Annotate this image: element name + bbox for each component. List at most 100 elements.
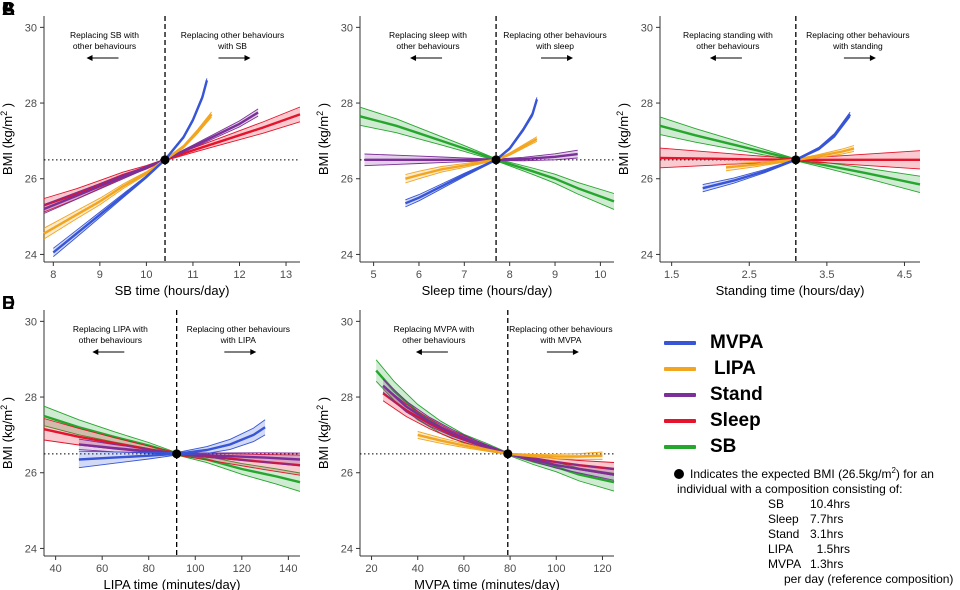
band-upper-lipa: [43, 111, 212, 229]
series-line-sb: [359, 115, 615, 203]
y-tick-label: 30: [341, 316, 353, 328]
composition-row: MVPA 1.3hrs: [768, 557, 958, 572]
band-sleep: [44, 418, 300, 476]
y-axis-title-end: ): [316, 103, 331, 111]
y-axis-title-sup: 2: [315, 405, 325, 410]
reference-point: [791, 155, 801, 165]
y-axis-title-text: BMI (kg/m: [316, 116, 331, 175]
y-tick-label: 26: [341, 468, 353, 480]
panel-D: D 24 26 28 30 40 60 80 100 120 140 LIPA time (minut…: [0, 293, 301, 590]
y-axis-title: BMI (kg/m2 ): [615, 103, 631, 175]
annotation-left: Replacing MVPA with: [394, 324, 475, 334]
y-tick-label: 24: [25, 543, 37, 555]
annotation-left: other behaviours: [402, 335, 465, 345]
series-line-sb: [659, 124, 921, 186]
composition-value: 1.5hrs: [810, 542, 851, 556]
series-line-lipa: [43, 113, 213, 235]
annotation-right: Replacing other behaviours: [187, 324, 290, 334]
annotation-left: Replacing sleep with: [389, 30, 467, 40]
annotation-right: Replacing other behaviours: [509, 324, 612, 334]
composition-value: 1.3hrs: [810, 557, 844, 571]
y-axis-title-text: BMI (kg/m: [0, 410, 15, 469]
x-tick-label: 10: [594, 269, 606, 281]
series-line-mvpa: [52, 79, 209, 254]
x-tick-label: 10: [140, 269, 152, 281]
band-upper-mvpa: [53, 78, 208, 249]
band-stand: [78, 439, 301, 466]
band-stand: [44, 108, 259, 214]
legend: MVPA LIPA Stand Sleep SB: [664, 330, 954, 460]
x-tick-label: 5: [371, 269, 377, 281]
left-arrowhead-icon: [709, 55, 716, 61]
x-tick-label: 12: [233, 269, 245, 281]
x-tick-label: 80: [504, 563, 516, 575]
panel-label: B: [2, 0, 15, 19]
annotation-left: Replacing standing with: [683, 30, 773, 40]
y-axis-title: BMI (kg/m2 ): [315, 397, 331, 469]
right-arrowhead-icon: [250, 349, 257, 355]
y-tick-label: 24: [641, 249, 653, 261]
band-sleep: [383, 385, 614, 476]
y-tick-label: 26: [641, 174, 653, 186]
panel-label: D: [2, 293, 15, 313]
composition-value: 10.4hrs: [810, 497, 851, 511]
legend-item: MVPA: [664, 330, 954, 356]
right-arrowhead-icon: [567, 55, 574, 61]
y-axis-title: BMI (kg/m2 ): [315, 103, 331, 175]
x-tick-label: 8: [507, 269, 513, 281]
x-tick-label: 9: [97, 269, 103, 281]
x-axis-title: LIPA time (minutes/day): [103, 577, 240, 590]
composition-behaviour: LIPA: [768, 542, 794, 556]
y-axis-title-sup: 2: [615, 111, 625, 116]
y-tick-label: 24: [341, 543, 353, 555]
annotation-left: other behaviours: [79, 335, 142, 345]
x-tick-label: 2.5: [742, 269, 757, 281]
y-axis-title-end: ): [0, 103, 15, 111]
left-arrowhead-icon: [92, 349, 99, 355]
annotation-right: with sleep: [535, 41, 574, 51]
y-axis-title-sup: 2: [0, 405, 9, 410]
left-arrowhead-icon: [86, 55, 93, 61]
band-lower-mvpa: [78, 434, 266, 469]
composition-value: 3.1hrs: [810, 527, 844, 541]
legend-swatch: [664, 341, 696, 345]
y-axis-title-sup: 2: [0, 111, 9, 116]
band-upper-lipa: [405, 136, 538, 175]
reference-point: [503, 449, 513, 459]
composition-behaviour: MVPA: [768, 557, 802, 571]
x-axis-title: SB time (hours/day): [115, 283, 230, 298]
y-axis-title-text: BMI (kg/m: [316, 410, 331, 469]
right-arrowhead-icon: [244, 55, 251, 61]
annotation-right: Replacing other behaviours: [503, 30, 606, 40]
annotation-right: Replacing other behaviours: [181, 30, 284, 40]
composition-list: SB 10.4hrs Sleep 7.7hrs Stand 3.1hrs LIPA 1.5h…: [768, 497, 958, 572]
x-tick-label: 80: [143, 563, 155, 575]
legend-label: SB: [710, 436, 737, 457]
reference-dot-icon: [674, 469, 684, 479]
x-tick-label: 40: [412, 563, 424, 575]
legend-swatch: [664, 445, 696, 449]
legend-label: MVPA: [710, 332, 764, 353]
panel-A: A 24 26 28 30 8 9 10 11 12 13 SB time (hours/day) BM…: [0, 0, 301, 298]
series-line-lipa: [725, 147, 855, 169]
legend-label: Stand: [710, 384, 763, 405]
band-upper-stand: [382, 378, 615, 470]
y-tick-label: 26: [25, 174, 37, 186]
legend-swatch: [664, 419, 696, 423]
series-line-mvpa: [702, 113, 852, 190]
y-tick-label: 28: [25, 392, 37, 404]
y-tick-label: 24: [341, 249, 353, 261]
composition-row: SB 10.4hrs: [768, 497, 958, 512]
band-sleep: [44, 107, 300, 212]
series-line-stand: [43, 111, 259, 211]
y-axis-title-end: ): [616, 103, 631, 111]
annotation-left: other behaviours: [396, 41, 459, 51]
band-lower-lipa: [405, 140, 538, 184]
band-sb: [660, 116, 920, 193]
composition-behaviour: SB: [768, 497, 785, 511]
x-tick-label: 20: [365, 563, 377, 575]
band-upper-sb: [359, 106, 615, 194]
annotation-left: Replacing LIPA with: [73, 324, 148, 334]
y-tick-label: 30: [25, 316, 37, 328]
